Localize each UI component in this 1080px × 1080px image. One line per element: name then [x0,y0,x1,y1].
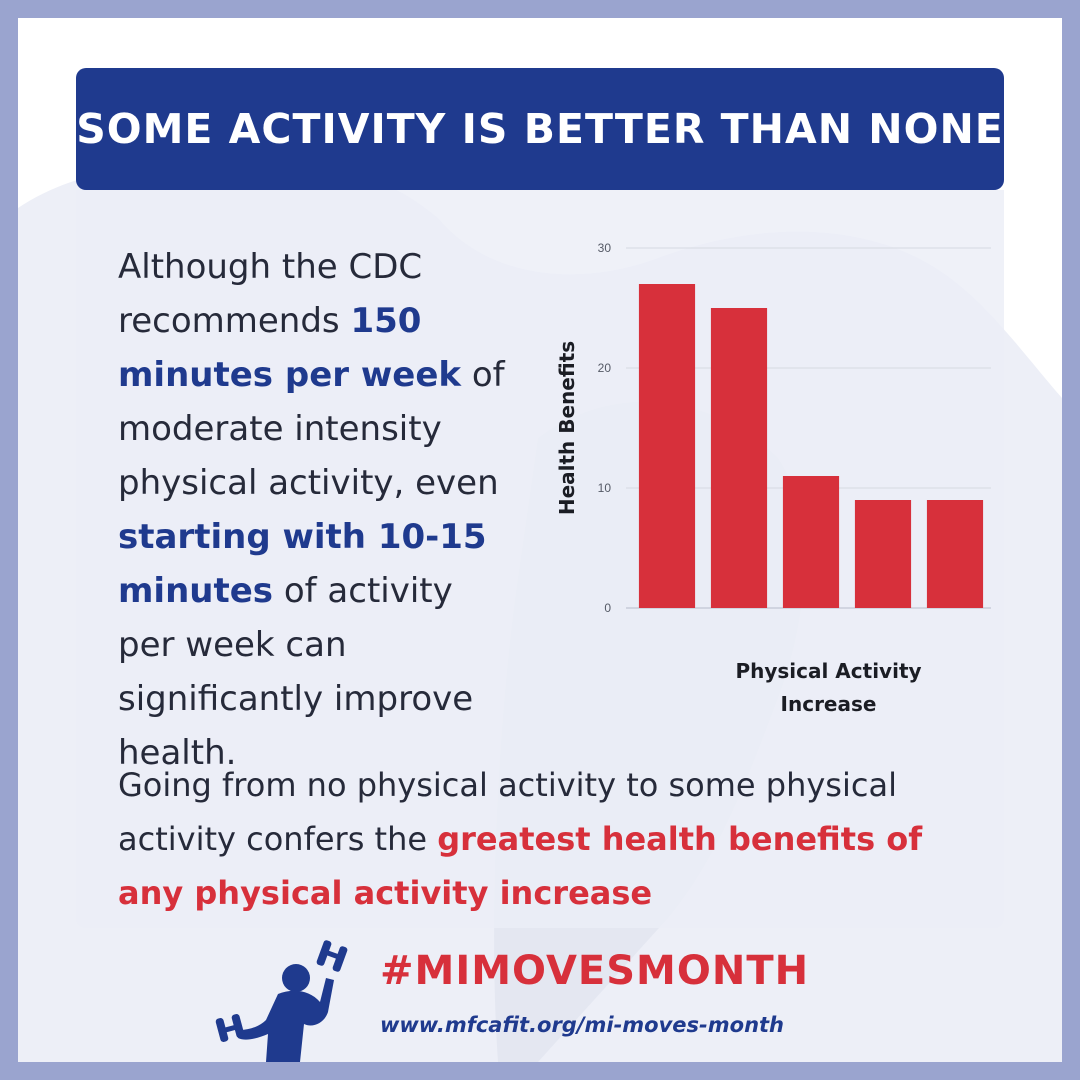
conclusion-text: Going from no physical activity to some … [118,766,897,858]
conclusion-paragraph: Going from no physical activity to some … [118,758,978,920]
y-tick-label: 20 [598,361,612,375]
bar-chart: 0 10 20 30 Health Benefits Physical Activity I… [555,241,991,716]
bar [638,284,696,608]
page-title: SOME ACTIVITY IS BETTER THAN NONE [76,105,1004,153]
hashtag: #MIMOVESMONTH [380,948,810,994]
y-tick-label: 0 [604,601,611,615]
content-card [76,190,1004,928]
bar [710,308,768,608]
y-tick-label: 30 [598,241,612,255]
intro-highlight-1: 150 minutes per week [118,301,462,395]
bar [782,476,840,608]
website-link[interactable]: www.mfcafit.org/mi-moves-month [380,1013,785,1037]
bar [926,500,984,608]
intro-paragraph: Although the CDC recommends 150 minutes … [118,240,518,780]
conclusion-highlight: greatest health benefits of any physical… [118,820,923,912]
title-banner: SOME ACTIVITY IS BETTER THAN NONE [76,68,1004,190]
y-axis-label: Health Benefits [555,341,579,515]
x-axis-label: Physical Activity Increase [735,659,921,716]
poster: SOME ACTIVITY IS BETTER THAN NONE Althou… [18,18,1062,1062]
bar [854,500,912,608]
weightlifter-icon [215,940,348,1062]
chart-container: 0 10 20 30 Health Benefits Physical Activity I… [533,233,993,728]
intro-highlight-2: starting with 10-15 minutes [118,517,487,611]
y-tick-label: 10 [598,481,612,495]
intro-text-2: of moderate intensity physical activity,… [118,355,505,503]
intro-text-3: of activity per week can significantly i… [118,571,474,773]
intro-text-1: Although the CDC recommends [118,247,423,341]
